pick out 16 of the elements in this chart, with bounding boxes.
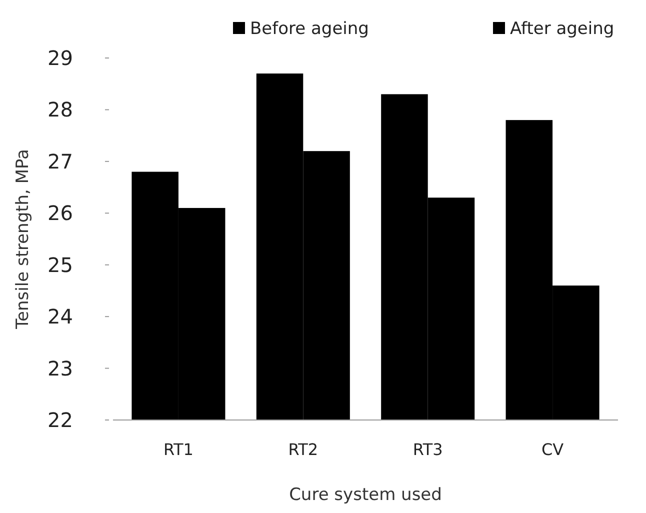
legend-label: After ageing (510, 18, 614, 39)
legend-label: Before ageing (250, 18, 369, 39)
y-tick-label: 28 (48, 98, 73, 122)
y-axis-title: Tensile strength, MPa (13, 149, 33, 330)
y-tick-label: 25 (48, 252, 73, 277)
x-tick-label: RT2 (288, 440, 318, 459)
x-tick-label: RT3 (412, 440, 443, 459)
y-tick-label: 29 (48, 46, 73, 70)
y-tick-label: 22 (48, 408, 73, 432)
y-tick-label: 27 (48, 149, 73, 174)
y-tick-label: 24 (48, 304, 73, 329)
x-tick-label: CV (541, 440, 564, 459)
y-tick-label: 23 (48, 356, 73, 380)
x-axis-title: Cure system used (289, 485, 442, 505)
x-tick-label: RT1 (164, 440, 194, 459)
y-tick-label: 26 (48, 201, 73, 226)
